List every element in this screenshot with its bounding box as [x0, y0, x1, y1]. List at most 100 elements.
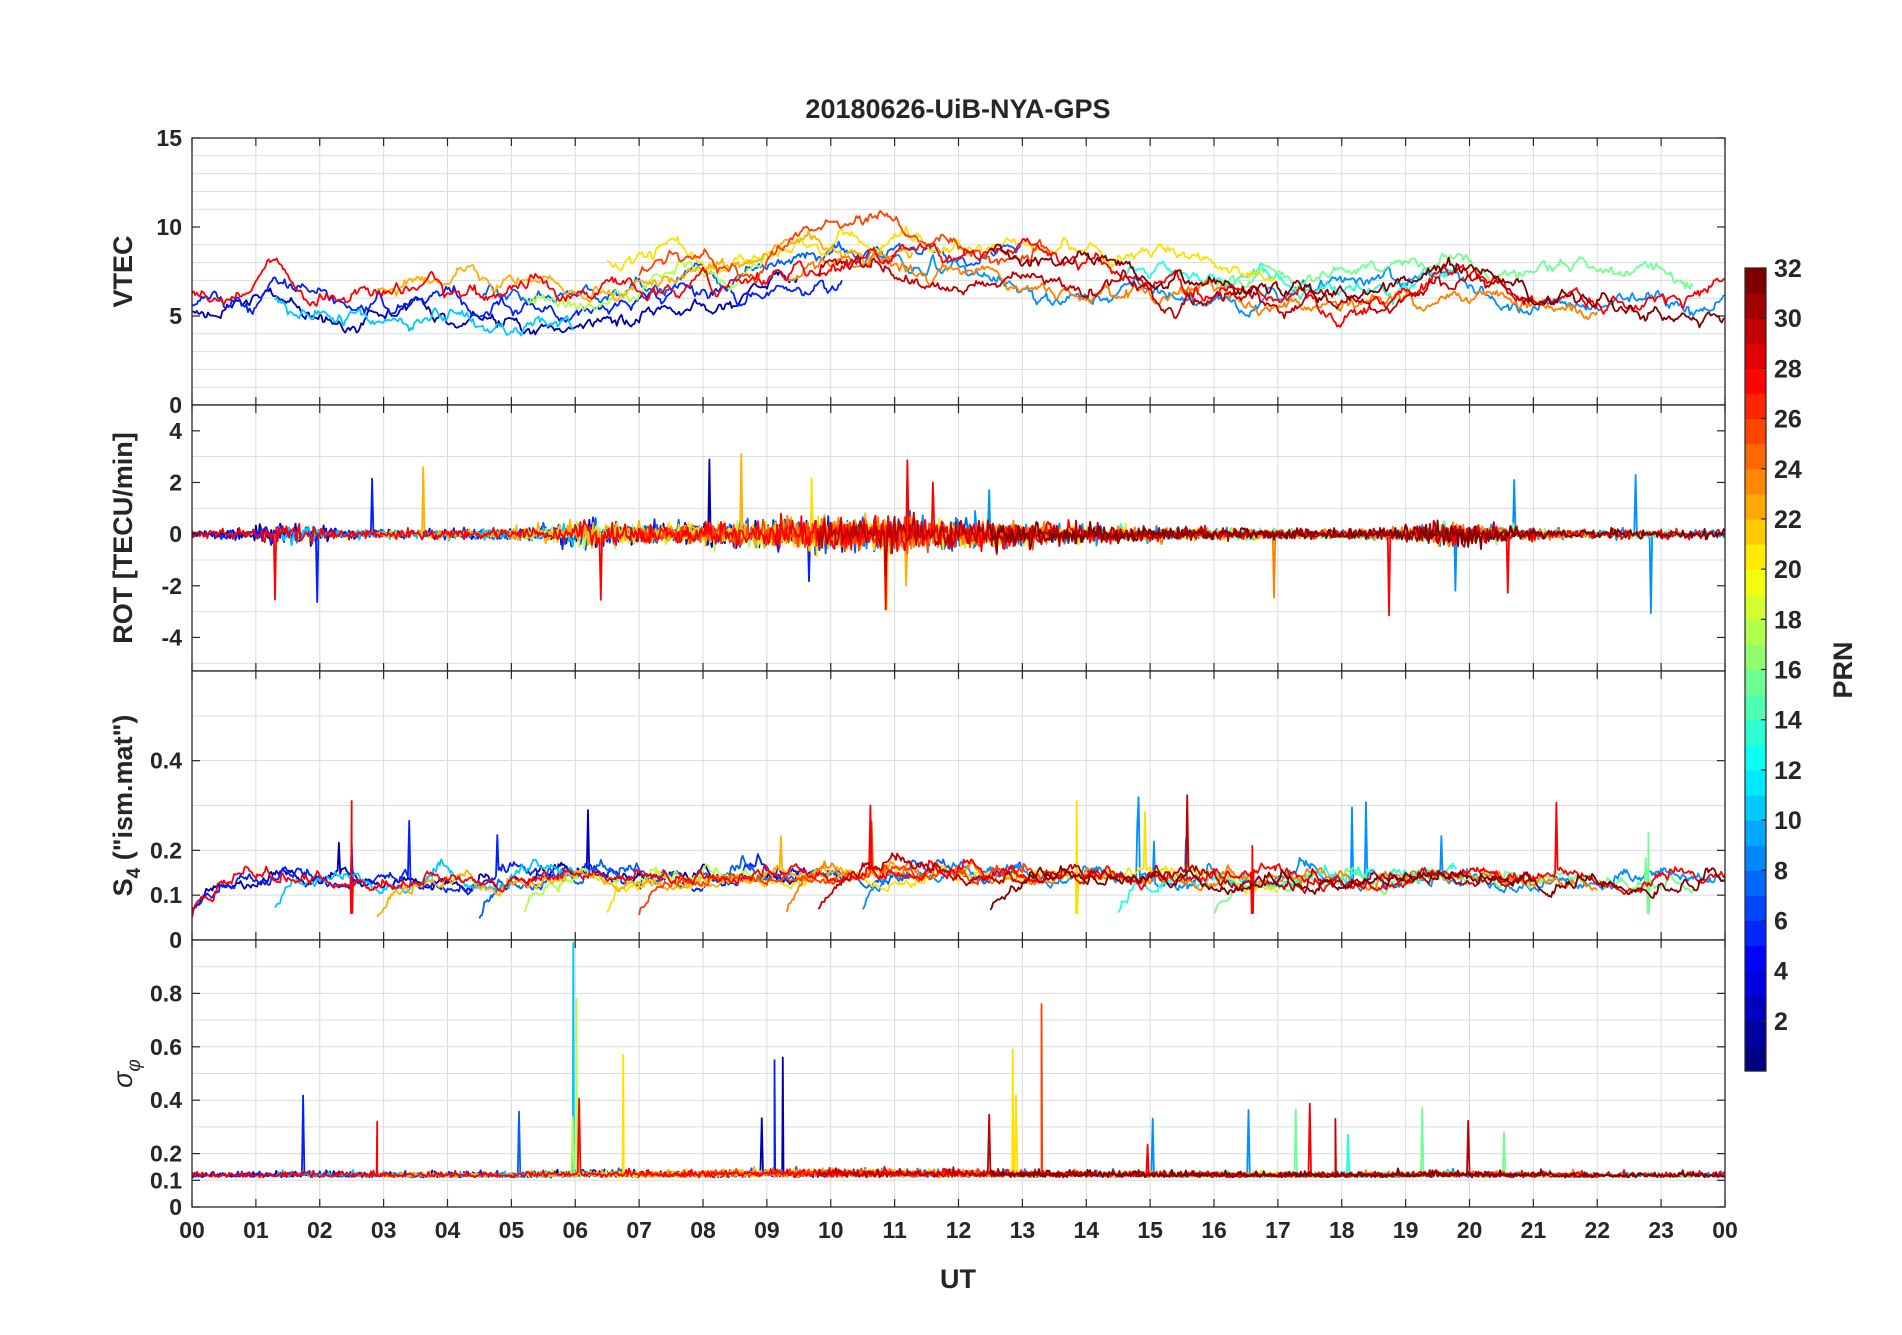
panel-vtec: 0 5 10 15 VTEC: [108, 125, 1726, 418]
panel-x-ticks: [191, 138, 1726, 405]
y-axis-label-s4: S4 ("ism.mat"): [108, 715, 145, 897]
x-tick-label: 13: [1010, 1217, 1036, 1243]
y-tick-label: 0: [169, 392, 182, 418]
y-tick-label: 15: [156, 125, 182, 151]
x-tick-label: 00: [1712, 1217, 1738, 1243]
series-line-prn-18: [523, 256, 767, 311]
panel-rot: -4 -2 0 2 4 ROT [TECU/min]: [108, 404, 1726, 672]
colorbar-tick-label: 22: [1774, 506, 1802, 534]
x-tick-label: 21: [1521, 1217, 1547, 1243]
x-axis-label: UT: [940, 1264, 976, 1294]
panel-x-ticks: [191, 671, 1726, 940]
x-tick-label: 16: [1201, 1217, 1227, 1243]
y-tick-label: 0.2: [150, 1141, 182, 1167]
colorbar-segment: [1745, 569, 1766, 595]
colorbar-segment: [1745, 544, 1766, 570]
colorbar-segment: [1745, 518, 1766, 545]
y-axis-label-main: σ: [108, 1070, 138, 1088]
colorbar-tick-label: 2: [1774, 1008, 1788, 1036]
x-tick-label: 01: [243, 1217, 269, 1243]
panel-series: [192, 794, 1725, 919]
colorbar-label: PRN: [1828, 641, 1858, 698]
series-line-prn-2: [192, 269, 799, 336]
x-tick-label: 15: [1137, 1217, 1163, 1243]
colorbar-segment: [1745, 669, 1766, 696]
colorbar-tick-label: 6: [1774, 907, 1788, 935]
panel-x-ticks: [191, 940, 1726, 1207]
x-tick-label: 11: [882, 1217, 907, 1243]
panel-series: [192, 210, 1725, 337]
colorbar-segment: [1745, 268, 1766, 294]
colorbar-tick-label: 24: [1774, 456, 1802, 484]
x-tick-label: 03: [371, 1217, 397, 1243]
panel-x-ticks: [191, 405, 1726, 671]
colorbar-segment: [1745, 493, 1766, 520]
y-axis-label-main: S: [108, 878, 138, 896]
colorbar-segment: [1745, 945, 1766, 972]
colorbar-segment: [1745, 368, 1766, 395]
colorbar-tick-label: 26: [1774, 406, 1802, 434]
colorbar-segment: [1745, 845, 1766, 871]
y-axis-label-rest: ("ism.mat"): [108, 715, 138, 868]
series-line-prn-28: [192, 800, 1725, 918]
colorbar-segment: [1745, 895, 1766, 922]
x-tick-label: 17: [1265, 1217, 1291, 1243]
colorbar-segment: [1745, 594, 1766, 620]
colorbar-segment: [1745, 995, 1766, 1022]
series-line-prn-5: [192, 276, 843, 323]
x-tick-label: 04: [435, 1217, 461, 1243]
y-tick-label: 0.1: [150, 1167, 182, 1193]
colorbar-segment: [1745, 393, 1766, 420]
y-tick-label: 5: [169, 303, 182, 329]
x-tick-label: 05: [499, 1217, 525, 1243]
series-line-prn-24: [785, 252, 1599, 321]
colorbar-tick-label: 10: [1774, 807, 1802, 835]
y-tick-label: 10: [156, 214, 182, 240]
panel-y-ticks: 0 5 10 15: [156, 125, 1725, 418]
y-tick-label: 0: [169, 927, 182, 953]
series-line-prn-11: [274, 296, 575, 337]
x-tick-label: 10: [818, 1217, 844, 1243]
y-tick-label: 0.8: [150, 980, 182, 1006]
y-tick-label: 4: [169, 418, 182, 444]
panel-y-ticks: 0 0.1 0.2 0.4: [150, 748, 1725, 953]
chart-title: 20180626-UiB-NYA-GPS: [805, 94, 1110, 124]
colorbar-tick-label: 20: [1774, 556, 1802, 584]
y-tick-label: -4: [162, 624, 183, 650]
colorbar-tick-label: 4: [1774, 958, 1788, 986]
series-line-prn-22: [376, 835, 915, 918]
colorbar-segment: [1745, 1020, 1766, 1047]
colorbar-tick-label: 28: [1774, 355, 1802, 383]
x-tick-label: 19: [1393, 1217, 1419, 1243]
panel-sigma: 00.10.2 0.4 0.6 0.8 σφ: [108, 939, 1726, 1220]
x-tick-label: 07: [626, 1217, 652, 1243]
colorbar-segment: [1745, 343, 1766, 369]
panel-s4: 00.10.20.4S4 ("ism.mat"): [108, 670, 1726, 953]
series-line-prn-32: [989, 865, 1725, 911]
panel-series: [192, 941, 1725, 1179]
panel-grid: [191, 138, 1726, 405]
y-axis-label-vtec: VTEC: [108, 235, 138, 307]
x-tick-label: 08: [690, 1217, 716, 1243]
series-line-prn-11: [274, 858, 576, 909]
colorbar-tick-label: 8: [1774, 857, 1788, 885]
y-tick-label: 0.4: [150, 748, 182, 774]
colorbar-segment: [1745, 769, 1766, 796]
colorbar-segment: [1745, 1045, 1766, 1072]
colorbar-tick-label: 14: [1774, 707, 1802, 735]
colorbar-segment: [1745, 870, 1766, 896]
colorbar-segment: [1745, 719, 1766, 746]
series-line-prn-32: [989, 243, 1725, 329]
panel-y-ticks: 00.10.2 0.4 0.6 0.8: [150, 980, 1725, 1220]
colorbar-tick-label: 12: [1774, 757, 1802, 785]
colorbar-segment: [1745, 468, 1766, 495]
colorbar-segment: [1745, 920, 1766, 947]
x-tick-label: 06: [562, 1217, 588, 1243]
y-tick-label: 0.6: [150, 1034, 182, 1060]
x-tick-label: 14: [1073, 1217, 1099, 1243]
panel-series: [192, 452, 1725, 617]
